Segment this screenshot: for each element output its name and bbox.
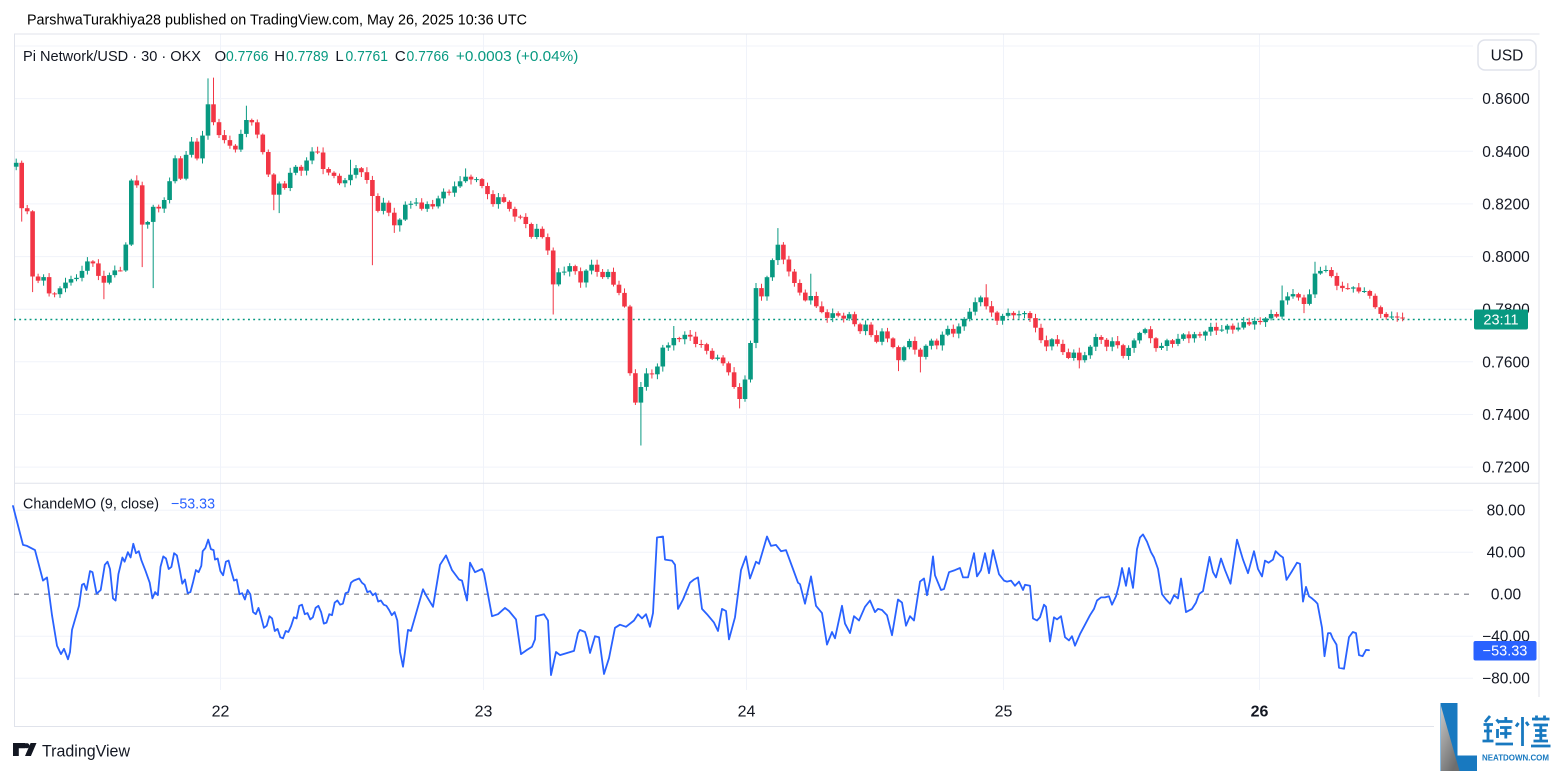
- svg-text:H: H: [274, 48, 285, 65]
- svg-text:ParshwaTurakhiya28 published o: ParshwaTurakhiya28 published on TradingV…: [27, 12, 527, 29]
- svg-text:0.7400: 0.7400: [1482, 407, 1530, 424]
- svg-text:23:11: 23:11: [1483, 313, 1518, 329]
- svg-text:0.00: 0.00: [1491, 587, 1522, 604]
- svg-text:26: 26: [1251, 704, 1269, 721]
- svg-text:80.00: 80.00: [1487, 503, 1526, 520]
- svg-text:ChandeMO (9, close): ChandeMO (9, close): [23, 496, 159, 513]
- svg-text:L: L: [335, 48, 343, 65]
- svg-text:0.7766: 0.7766: [407, 48, 450, 65]
- svg-text:0.7766: 0.7766: [226, 48, 269, 65]
- svg-text:0.7200: 0.7200: [1482, 460, 1530, 477]
- svg-text:NEATDOWN.COM: NEATDOWN.COM: [1482, 754, 1549, 763]
- svg-text:0.7789: 0.7789: [286, 48, 329, 65]
- svg-text:22: 22: [212, 704, 230, 721]
- svg-text:0.8200: 0.8200: [1482, 196, 1530, 213]
- svg-text:Pi Network/USD · 30 · OKX: Pi Network/USD · 30 · OKX: [23, 48, 201, 65]
- svg-text:0.8000: 0.8000: [1482, 249, 1530, 266]
- svg-text:0.8600: 0.8600: [1482, 91, 1530, 108]
- svg-text:0.7761: 0.7761: [346, 48, 389, 65]
- svg-text:TradingView: TradingView: [42, 742, 131, 761]
- svg-text:−53.33: −53.33: [171, 496, 215, 513]
- svg-text:23: 23: [475, 704, 493, 721]
- svg-text:USD: USD: [1491, 48, 1524, 65]
- svg-text:0.7600: 0.7600: [1482, 354, 1530, 371]
- svg-text:+0.0003 (+0.04%): +0.0003 (+0.04%): [456, 48, 579, 65]
- svg-text:−80.00: −80.00: [1482, 671, 1530, 688]
- svg-text:24: 24: [738, 704, 756, 721]
- svg-text:O: O: [215, 48, 227, 65]
- svg-text:C: C: [395, 48, 406, 65]
- svg-text:40.00: 40.00: [1487, 545, 1526, 562]
- svg-text:0.8400: 0.8400: [1482, 144, 1530, 161]
- svg-text:25: 25: [995, 704, 1013, 721]
- svg-text:−53.33: −53.33: [1483, 644, 1528, 660]
